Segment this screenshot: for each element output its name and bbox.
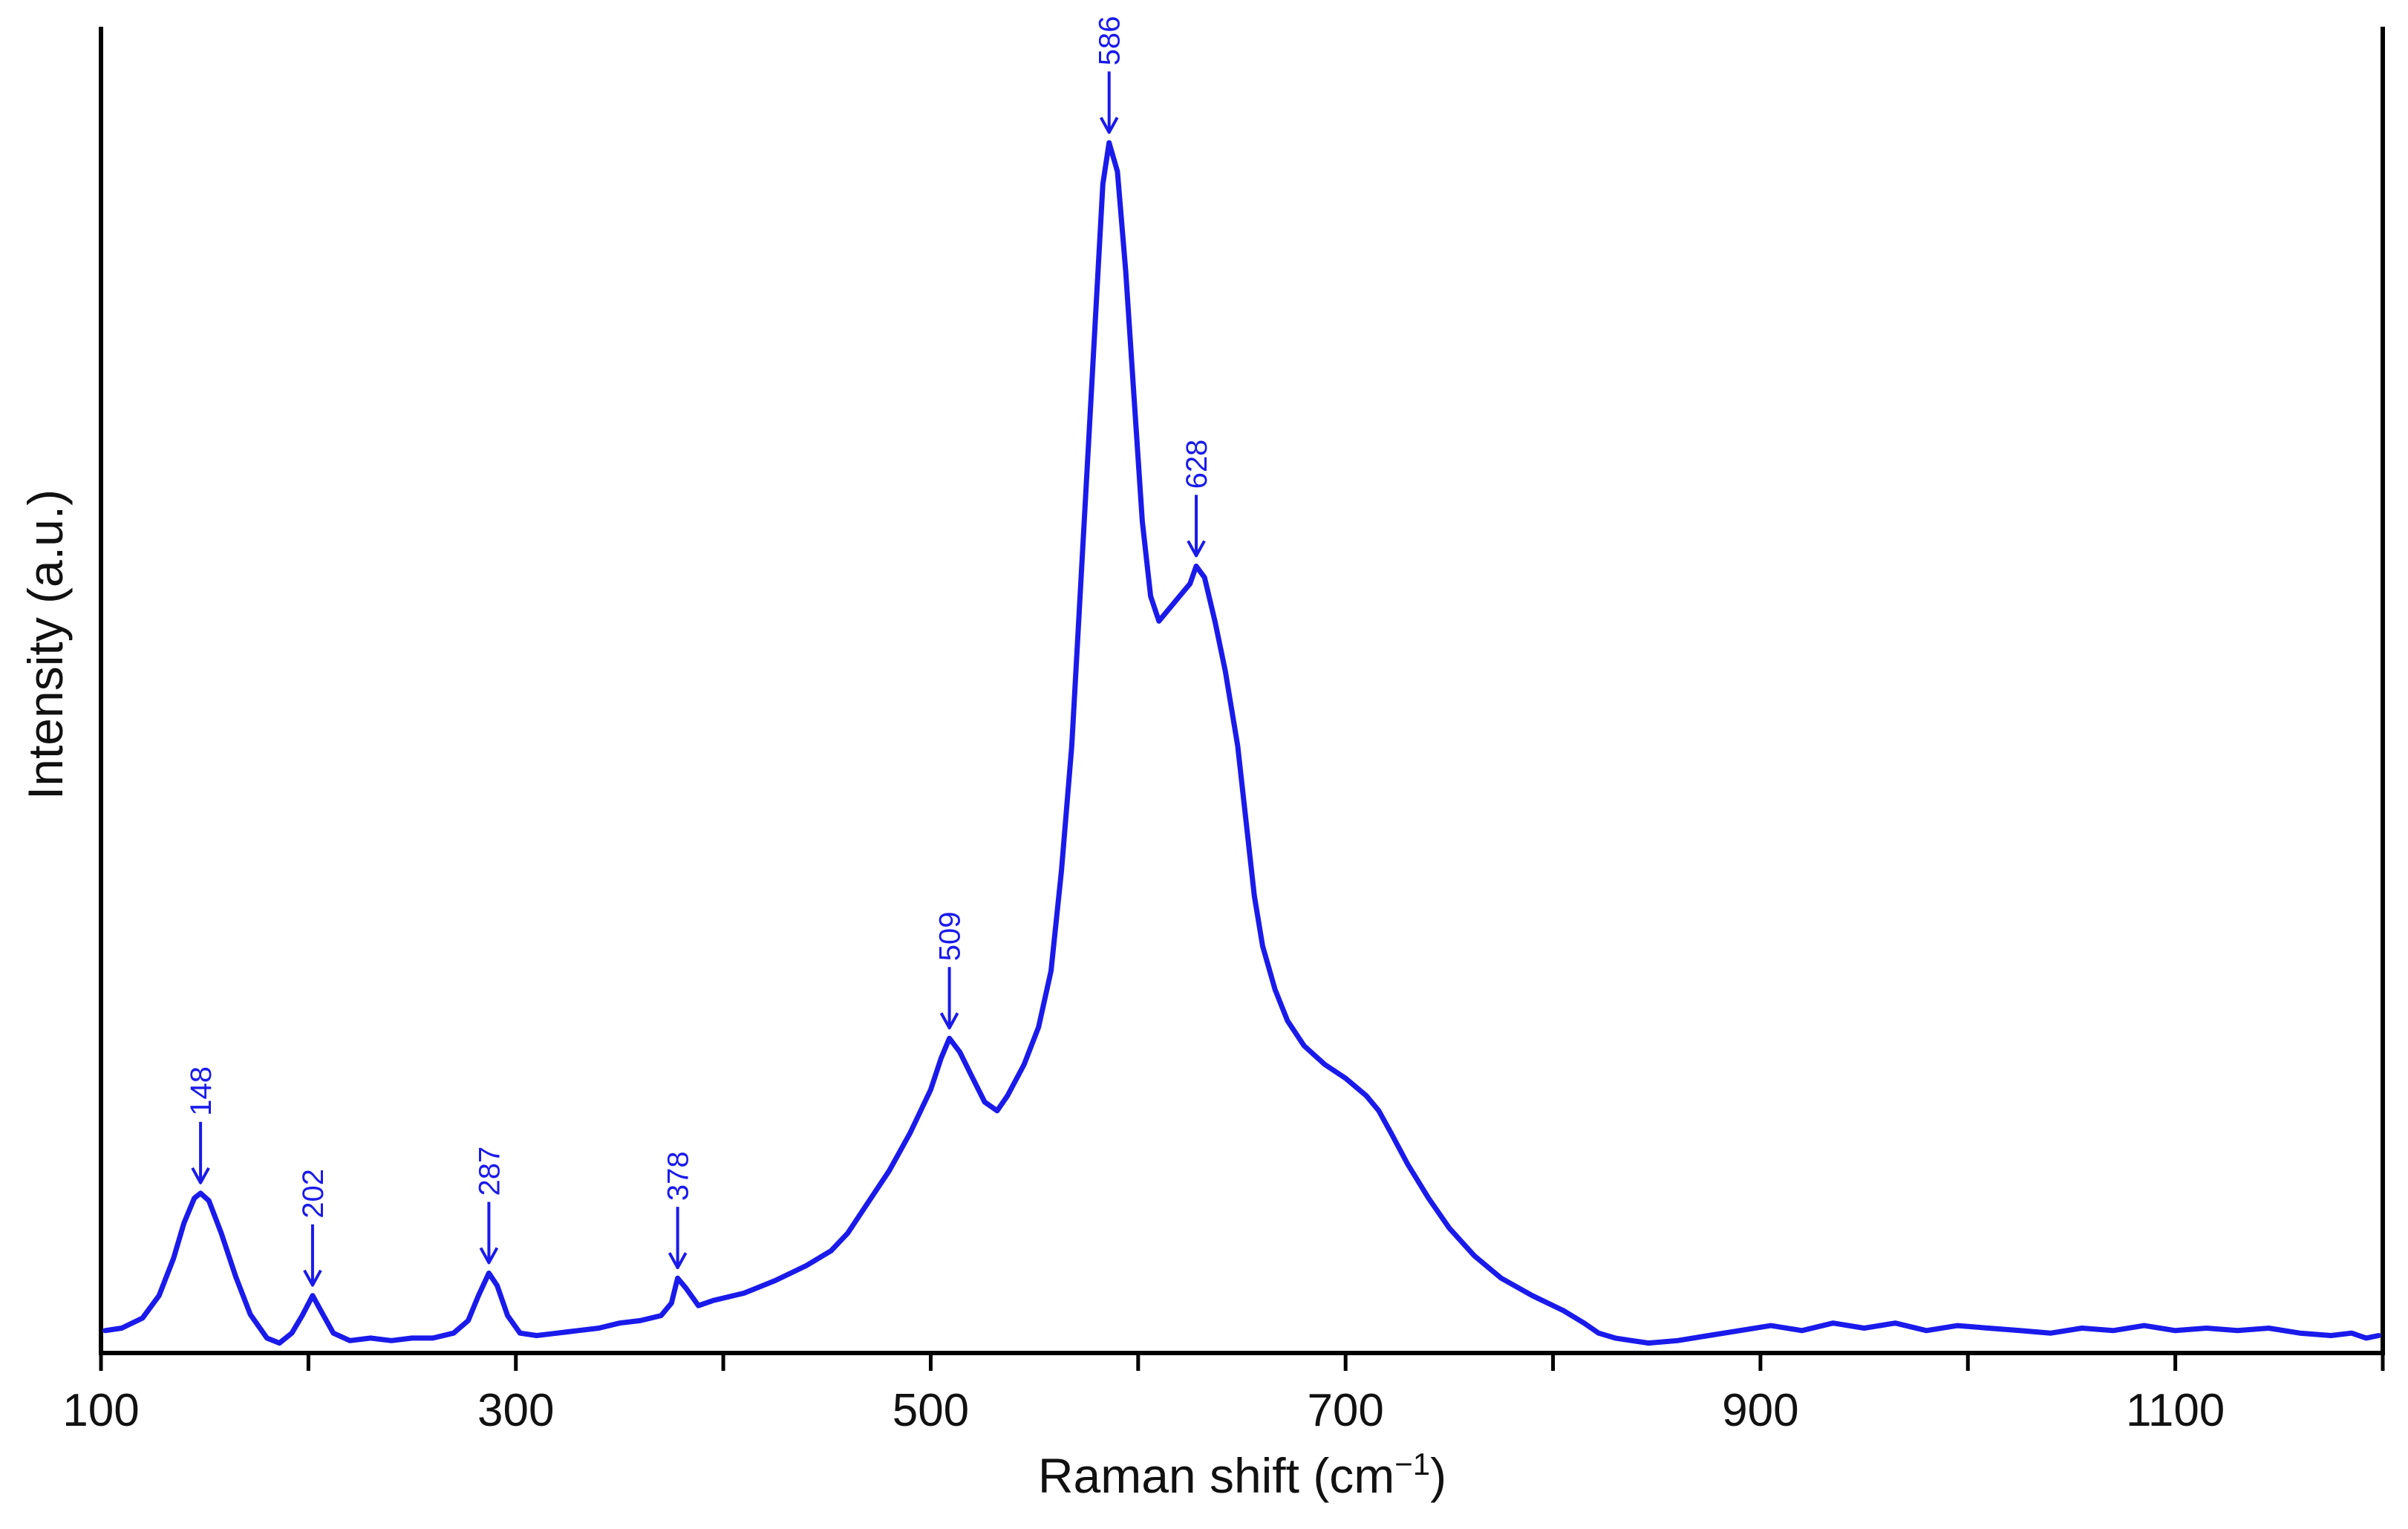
peak-label-148: 148 (185, 1066, 218, 1116)
peak-arrowhead-148 (191, 1167, 210, 1184)
peak-arrowhead-586 (1099, 117, 1119, 134)
x-axis-title-suffix: ) (1430, 1448, 1446, 1503)
peak-annotation-628: 628 (1181, 440, 1213, 558)
x-tick-label-500: 500 (893, 1385, 969, 1436)
peak-annotation-378: 378 (662, 1151, 695, 1270)
peak-label-287: 287 (473, 1147, 506, 1196)
peak-arrowhead-287 (479, 1247, 499, 1265)
peak-arrowhead-628 (1187, 540, 1206, 558)
peak-label-378: 378 (662, 1151, 695, 1201)
peak-label-202: 202 (297, 1169, 330, 1219)
peak-label-509: 509 (934, 911, 967, 961)
x-ticks (99, 1353, 2385, 1371)
peak-annotation-287: 287 (473, 1147, 506, 1265)
peak-arrowhead-509 (939, 1012, 959, 1030)
peak-arrowhead-202 (303, 1269, 322, 1287)
x-axis-title-main: Raman shift (cm (1038, 1448, 1394, 1503)
x-tick-label-100: 100 (62, 1385, 139, 1436)
peak-annotation-509: 509 (934, 911, 967, 1030)
peak-annotation-202: 202 (297, 1169, 330, 1287)
peak-arrowhead-378 (668, 1252, 688, 1270)
x-tick-labels: 100 300 500 700 900 1100 (62, 1385, 2225, 1436)
peak-annotation-586: 586 (1094, 16, 1126, 134)
peak-label-586: 586 (1094, 16, 1126, 65)
peak-annotation-148: 148 (185, 1066, 218, 1184)
y-axis-title: Intensity (a.u.) (18, 489, 73, 800)
series-line (102, 140, 2381, 1346)
x-axis-title-superscript: −1 (1394, 1447, 1430, 1481)
x-axis-title: Raman shift (cm−1) (1038, 1447, 1446, 1503)
x-tick-label-700: 700 (1307, 1385, 1383, 1436)
peak-annotations: 148 202 287 378 509 586 628 (185, 16, 1213, 1287)
peak-label-628: 628 (1181, 440, 1213, 489)
x-tick-label-900: 900 (1722, 1385, 1798, 1436)
axes: 100 300 500 700 900 1100 (62, 27, 2385, 1436)
x-tick-label-300: 300 (477, 1385, 554, 1436)
x-tick-label-1100: 1100 (2126, 1385, 2225, 1436)
